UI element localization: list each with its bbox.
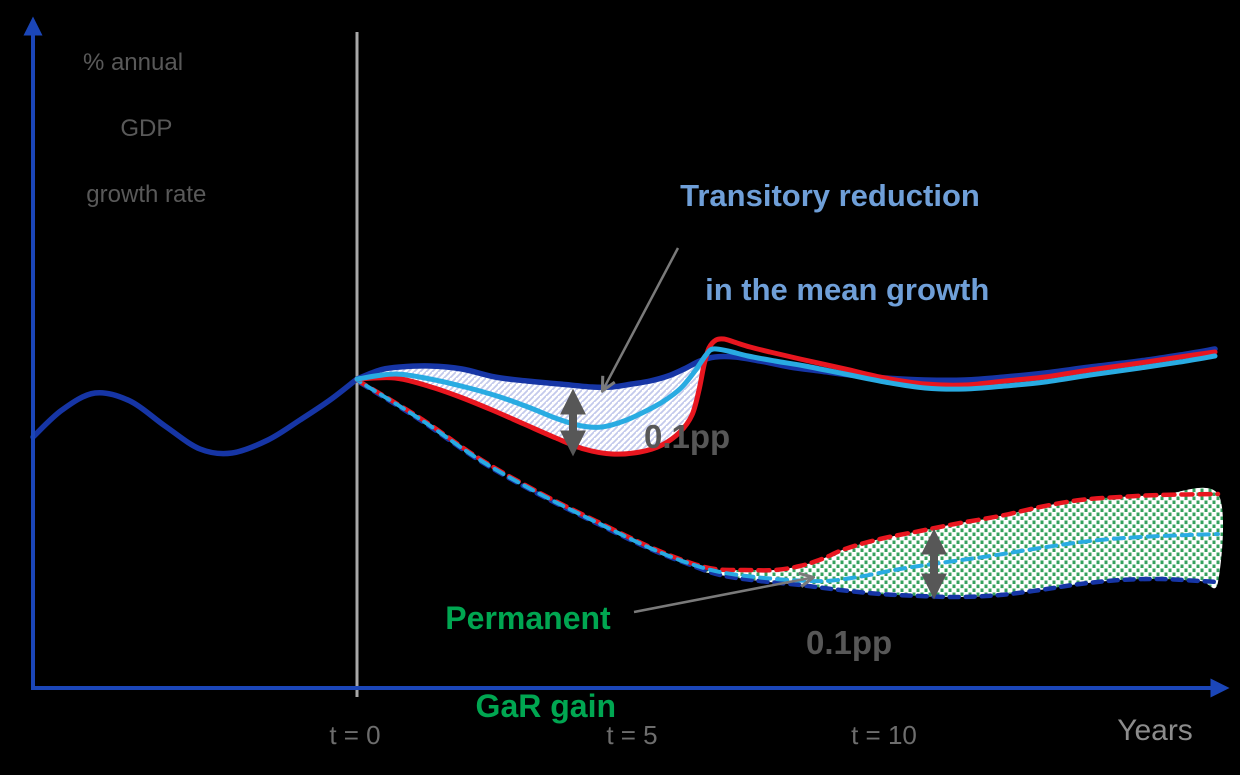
- transitory-pointer: [604, 247, 680, 388]
- x-tick-t5: t = 5: [606, 720, 658, 750]
- gar-gain-area: [703, 487, 1224, 598]
- gap-value-mean: 0.1pp: [644, 418, 731, 455]
- y-axis-label-line1: % annual: [82, 49, 184, 76]
- transitory-label-line2: in the mean growth: [705, 272, 990, 307]
- y-axis-label: % annual GDP growth rate: [33, 46, 233, 211]
- permanent-label-line2: GaR gain: [475, 688, 617, 724]
- plot-area: [23, 16, 1230, 698]
- history: [30, 376, 360, 457]
- gar-policy-dashed-red: [354, 377, 1221, 573]
- permanent-label-line1: Permanent: [445, 600, 611, 636]
- y-axis-label-line3: growth rate: [86, 181, 207, 208]
- x-axis-label: Years: [1117, 714, 1193, 747]
- permanent-pointer: [633, 578, 810, 614]
- x-tick-t0: t = 0: [329, 720, 381, 750]
- transitory-reduction-label: Transitory reduction in the mean growth: [640, 172, 1020, 313]
- transitory-label-line1: Transitory reduction: [680, 178, 980, 213]
- y-axis-label-line2: GDP: [120, 115, 173, 142]
- gap-value-gar: 0.1pp: [806, 624, 893, 661]
- mean-transitory-cyan: [354, 346, 1218, 430]
- permanent-gar-gain-label: Permanent GaR gain: [428, 596, 628, 728]
- mean-policy-red: [354, 336, 1218, 457]
- x-tick-t10: t = 10: [851, 720, 917, 750]
